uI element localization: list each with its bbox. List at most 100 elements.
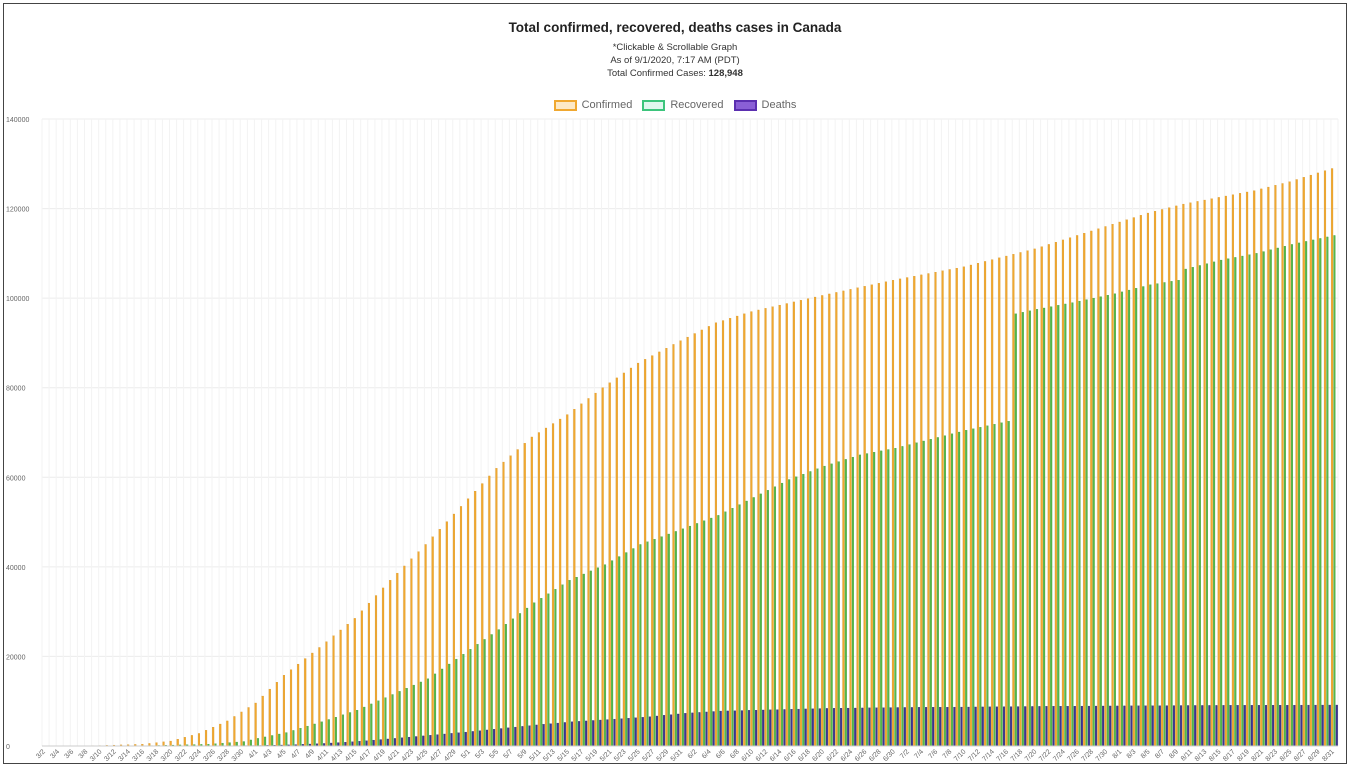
bar-deaths <box>1194 705 1197 747</box>
bar-recovered <box>646 541 649 747</box>
bar-confirmed <box>1104 226 1107 747</box>
bar-confirmed <box>1097 228 1100 747</box>
x-tick-label: 7/12 <box>967 748 982 763</box>
bar-recovered <box>795 476 798 747</box>
bar-confirmed <box>396 572 399 747</box>
bar-deaths <box>1300 704 1303 747</box>
bar-deaths <box>790 709 793 747</box>
bar-recovered <box>313 723 316 747</box>
bar-confirmed <box>162 741 165 747</box>
bar-confirmed <box>814 296 817 747</box>
bar-confirmed <box>1288 181 1291 747</box>
legend-deaths[interactable]: Deaths <box>733 99 796 111</box>
bar-confirmed <box>304 658 307 747</box>
bar-confirmed <box>1132 217 1135 747</box>
bar-recovered <box>1305 241 1308 747</box>
bar-confirmed <box>856 287 859 747</box>
bar-recovered <box>724 511 727 747</box>
bar-confirmed <box>1323 170 1327 747</box>
bar-confirmed <box>658 351 661 747</box>
bar-confirmed <box>991 259 994 747</box>
bar-confirmed <box>821 295 824 747</box>
bar-recovered <box>596 567 599 747</box>
bar-confirmed <box>325 641 328 747</box>
bar-deaths <box>1151 705 1154 747</box>
bar-confirmed <box>1118 221 1121 747</box>
bar-confirmed <box>622 372 625 747</box>
bar-recovered <box>377 700 380 747</box>
bar-confirmed <box>828 293 831 747</box>
bar-confirmed <box>1040 246 1043 747</box>
x-tick-label: 5/9 <box>517 748 529 760</box>
y-tick-label: 0 <box>6 744 10 751</box>
x-tick-label: 8/31 <box>1321 748 1336 763</box>
bar-recovered <box>384 697 387 747</box>
bar-confirmed <box>566 414 569 747</box>
bar-confirmed <box>913 276 916 747</box>
bar-deaths <box>542 724 545 747</box>
x-tick-label: 3/28 <box>217 748 232 763</box>
bar-confirmed <box>509 455 512 747</box>
bar-recovered <box>745 500 748 747</box>
y-tick-label: 120000 <box>6 207 29 214</box>
bar-confirmed <box>764 308 767 747</box>
bar-deaths <box>910 707 913 747</box>
bar-confirmed <box>1274 185 1277 747</box>
bar-recovered <box>894 448 897 747</box>
bar-deaths <box>776 709 779 747</box>
x-tick-label: 5/29 <box>656 748 671 763</box>
bar-confirmed <box>353 618 356 747</box>
bar-recovered <box>1099 296 1102 747</box>
y-tick-label: 80000 <box>6 386 26 393</box>
bar-deaths <box>903 707 906 747</box>
x-tick-label: 3/30 <box>231 748 246 763</box>
bar-recovered <box>1113 293 1116 747</box>
bar-confirmed <box>785 303 788 747</box>
bar-recovered <box>582 573 585 747</box>
bar-confirmed <box>282 675 285 747</box>
bar-recovered <box>547 593 550 747</box>
bar-confirmed <box>807 298 810 747</box>
bar-confirmed <box>481 483 484 747</box>
bar-deaths <box>804 708 807 747</box>
bar-confirmed <box>169 740 172 747</box>
x-tick-label: 4/13 <box>330 748 345 763</box>
x-tick-label: 3/22 <box>174 748 189 763</box>
x-tick-label: 8/29 <box>1307 748 1322 763</box>
bar-deaths <box>868 707 871 747</box>
x-tick-label: 5/13 <box>542 748 557 763</box>
bar-recovered <box>908 444 911 747</box>
bar-chart[interactable]: 0 20000 40000 60000 80000 100000 120000 140000 3… <box>4 4 1347 764</box>
bar-confirmed <box>580 403 583 747</box>
x-tick-label: 5/31 <box>670 748 685 763</box>
bar-recovered <box>738 504 741 747</box>
chart-legend: Confirmed Recovered Deaths <box>4 99 1346 111</box>
bar-recovered <box>752 497 755 747</box>
bar-confirmed <box>948 269 951 747</box>
bar-deaths <box>648 716 651 747</box>
bar-deaths <box>1137 705 1140 747</box>
bar-recovered <box>731 508 734 747</box>
bar-recovered <box>965 430 968 747</box>
x-tick-label: 7/10 <box>953 748 968 763</box>
bar-confirmed <box>438 529 441 747</box>
bar-confirmed <box>205 730 208 747</box>
bar-recovered <box>434 673 437 747</box>
bar-confirmed <box>700 329 703 747</box>
x-tick-label: 3/16 <box>132 748 147 763</box>
bar-recovered <box>802 473 805 747</box>
x-tick-label: 8/5 <box>1140 748 1152 760</box>
bar-deaths <box>422 735 425 747</box>
bar-confirmed <box>530 436 533 747</box>
bar-recovered <box>1234 257 1237 747</box>
bar-recovered <box>1057 305 1060 747</box>
bar-confirmed <box>906 277 909 747</box>
bar-deaths <box>797 708 800 747</box>
x-tick-label: 5/21 <box>599 748 614 763</box>
legend-confirmed[interactable]: Confirmed <box>553 99 632 111</box>
x-tick-label: 6/10 <box>741 748 756 763</box>
bar-confirmed <box>587 398 590 747</box>
bar-deaths <box>1335 704 1338 747</box>
bar-deaths <box>563 722 566 747</box>
legend-recovered[interactable]: Recovered <box>642 99 724 111</box>
